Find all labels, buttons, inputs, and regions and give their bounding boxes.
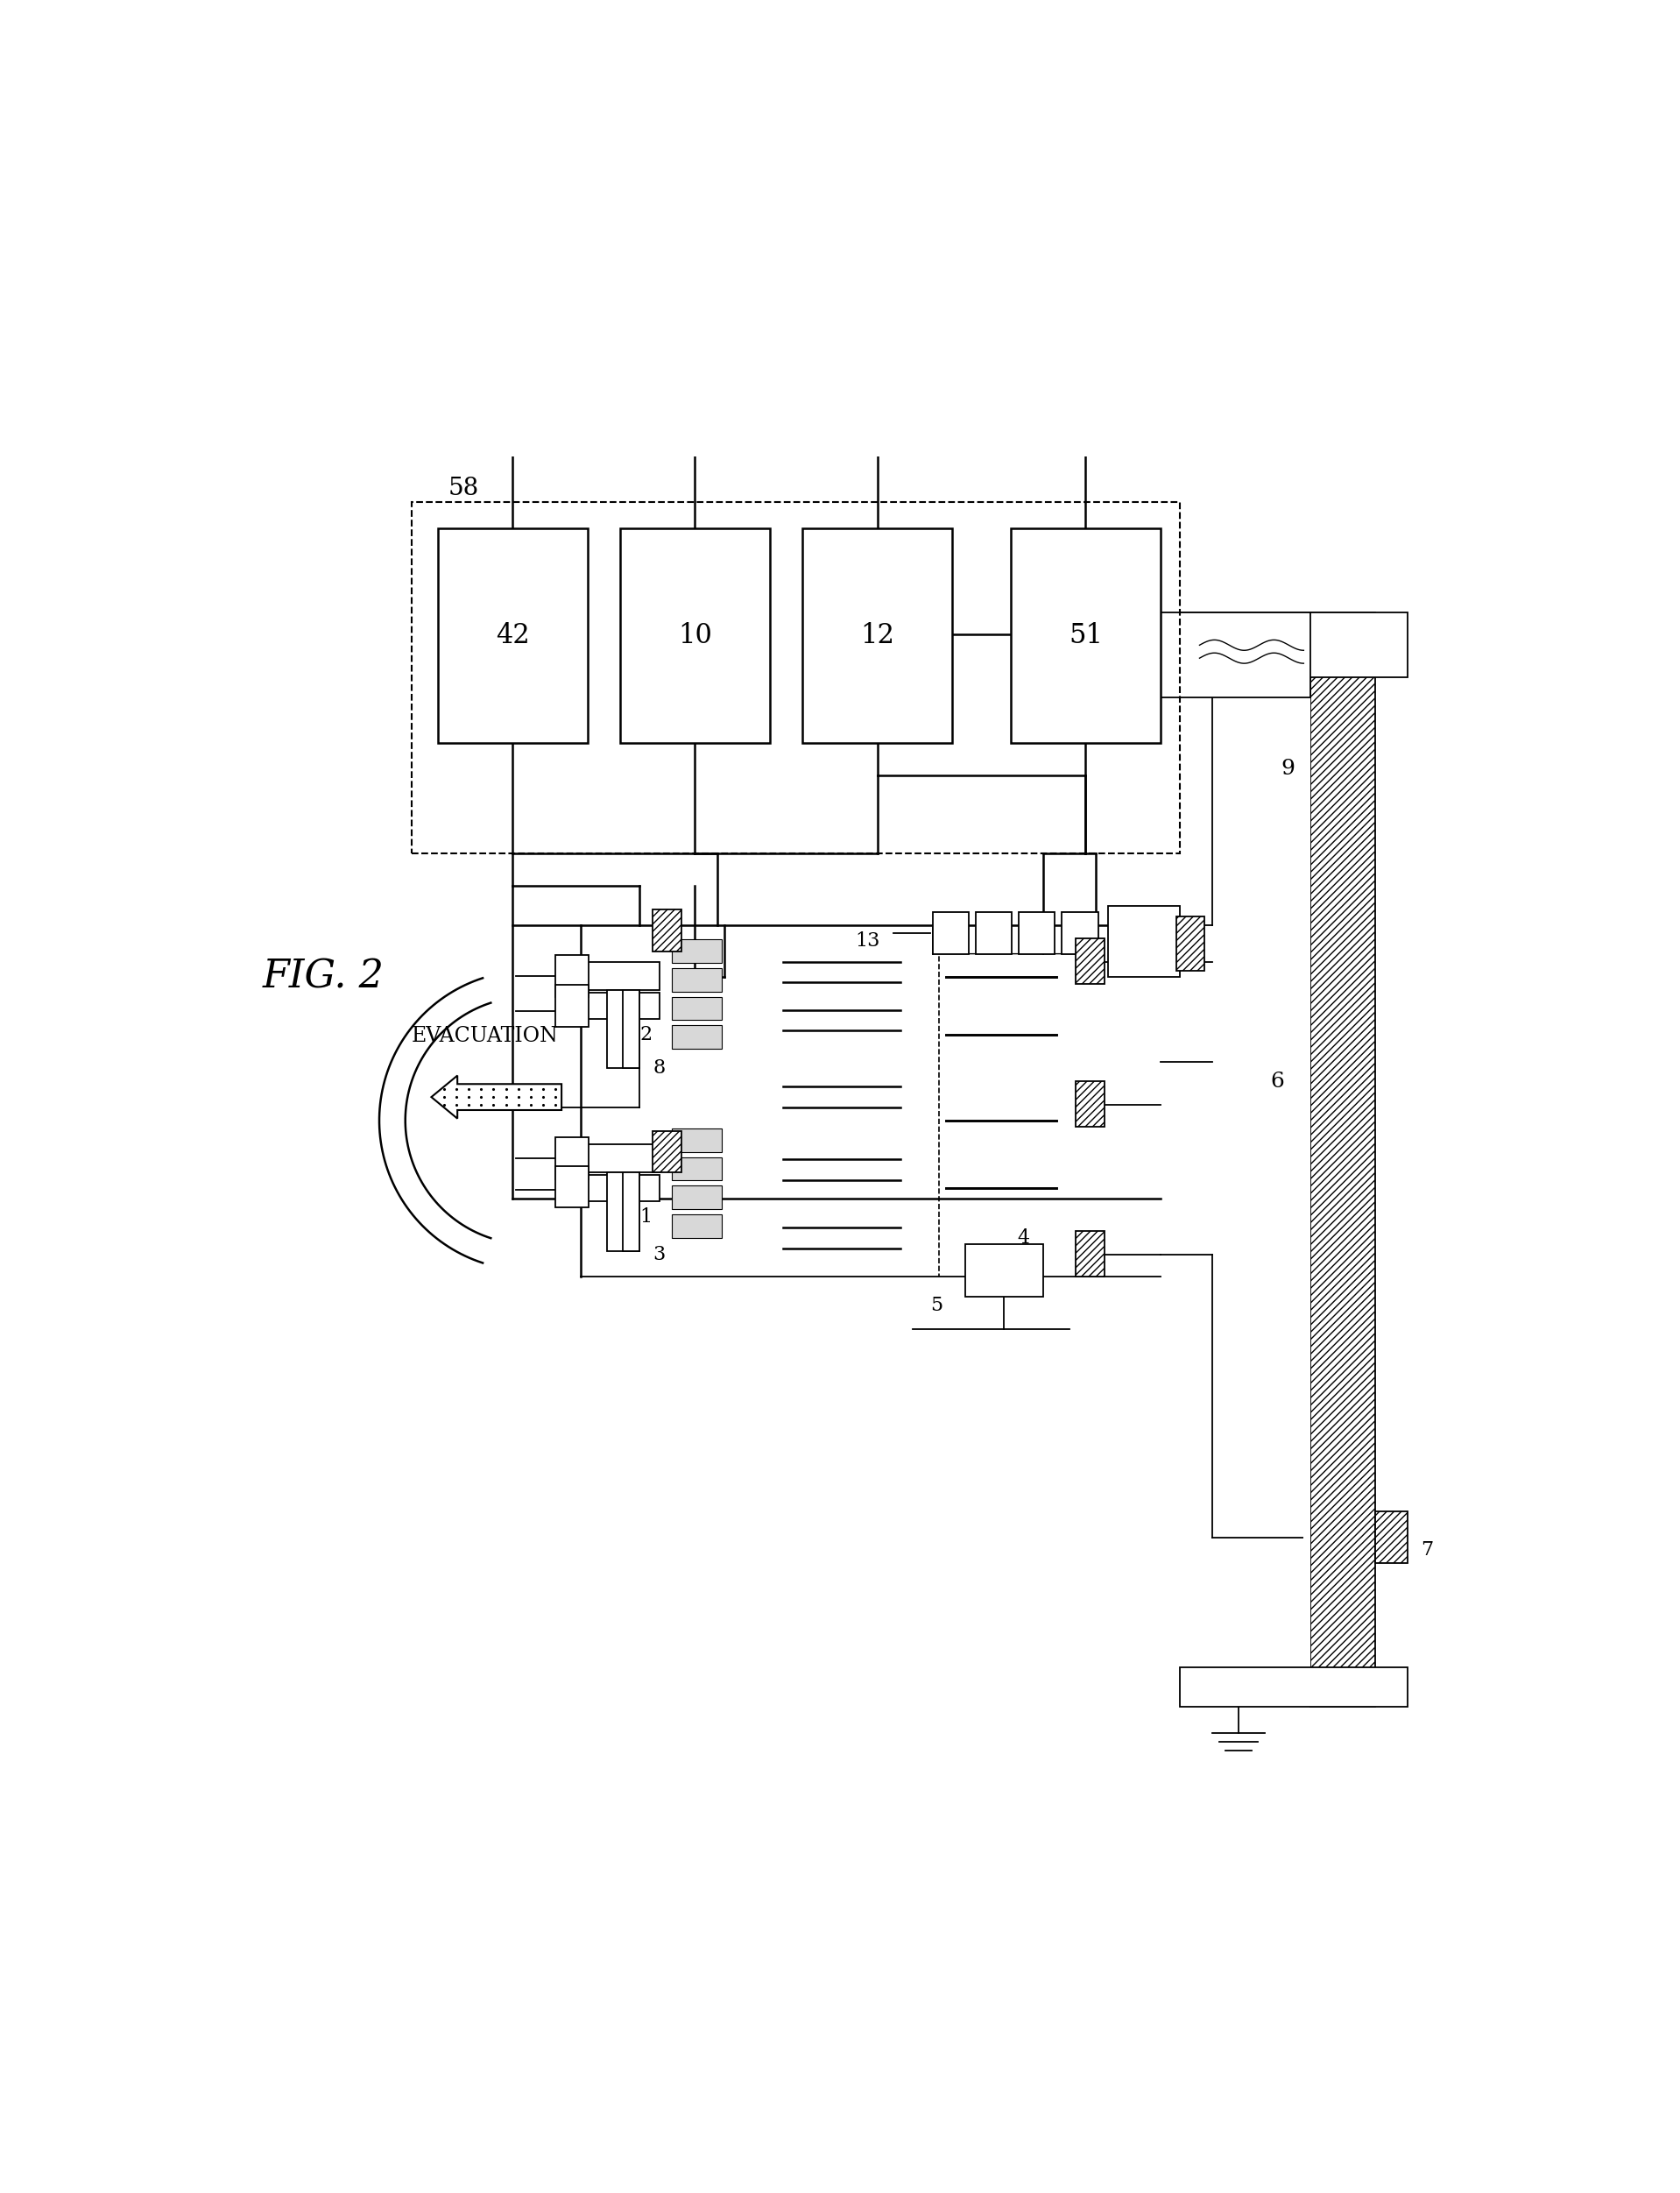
Bar	[1376, 1511, 1408, 1564]
Text: 4: 4	[1018, 1228, 1030, 1248]
Bar	[652, 910, 682, 952]
Bar	[1075, 939, 1104, 985]
Text: 7: 7	[1421, 1542, 1433, 1559]
Bar	[1075, 1230, 1104, 1276]
Text: 6: 6	[1270, 1072, 1285, 1092]
Bar	[588, 993, 659, 1020]
Text: 2: 2	[640, 1024, 652, 1044]
Text: 1: 1	[640, 1206, 652, 1226]
Text: 12: 12	[860, 623, 894, 649]
Text: 3: 3	[654, 1246, 665, 1265]
Text: 13: 13	[855, 932, 880, 950]
Bar	[554, 1167, 590, 1208]
Bar	[803, 529, 953, 743]
Bar	[672, 1129, 722, 1151]
Bar	[1304, 612, 1310, 1706]
Text: EVACUATION: EVACUATION	[412, 1026, 559, 1046]
Bar	[606, 991, 640, 1068]
Bar	[652, 1132, 682, 1173]
Bar	[412, 502, 1179, 853]
Bar	[932, 912, 969, 954]
Bar	[554, 1138, 590, 1180]
Bar	[620, 529, 769, 743]
Bar	[976, 912, 1011, 954]
Bar	[1018, 912, 1055, 954]
Bar	[554, 985, 590, 1026]
Text: 9: 9	[1282, 759, 1295, 779]
Text: FIG. 2: FIG. 2	[262, 958, 383, 996]
Bar	[1179, 1667, 1408, 1706]
Bar	[1176, 917, 1205, 971]
Bar	[588, 1145, 659, 1173]
Text: 8: 8	[654, 1059, 665, 1079]
Bar	[1062, 912, 1099, 954]
Bar	[672, 939, 722, 963]
Bar	[554, 956, 590, 998]
Bar	[606, 1173, 640, 1250]
Bar	[623, 1173, 640, 1250]
Text: 51: 51	[1068, 623, 1102, 649]
Text: 42: 42	[496, 623, 529, 649]
Text: 58: 58	[449, 478, 479, 500]
Text: 5: 5	[931, 1296, 942, 1316]
Bar	[623, 991, 640, 1068]
FancyArrow shape	[432, 1075, 561, 1118]
Bar	[588, 961, 659, 991]
Bar	[1011, 529, 1161, 743]
Bar	[1075, 1081, 1104, 1127]
Bar	[672, 967, 722, 991]
Bar	[1179, 612, 1408, 678]
Text: 10: 10	[679, 623, 712, 649]
Bar	[672, 1186, 722, 1208]
Bar	[672, 1158, 722, 1180]
Bar	[438, 529, 588, 743]
Bar	[1095, 612, 1310, 697]
Bar	[1310, 612, 1376, 1706]
Bar	[1109, 906, 1179, 978]
Bar	[964, 1243, 1043, 1296]
Bar	[672, 1215, 722, 1237]
Bar	[672, 1026, 722, 1048]
Bar	[672, 998, 722, 1020]
Bar	[588, 1175, 659, 1202]
